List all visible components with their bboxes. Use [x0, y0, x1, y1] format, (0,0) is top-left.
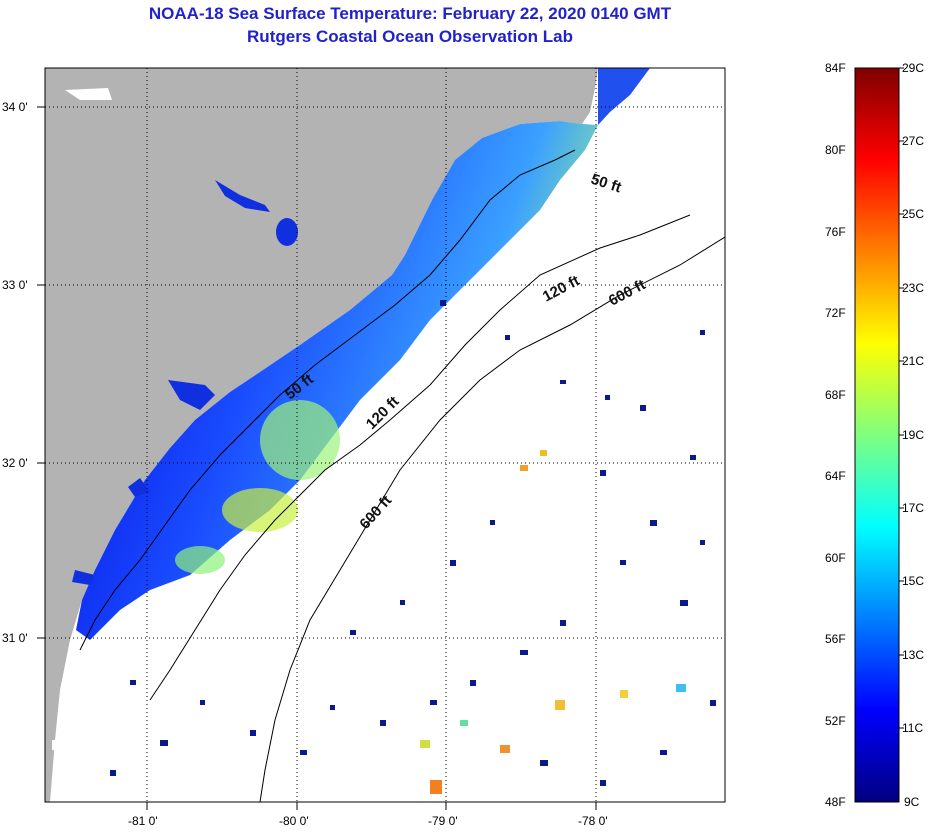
colorbar-f-label: 48F	[825, 795, 846, 809]
lat-label-33: 33 0'	[2, 278, 28, 292]
chart-title: NOAA-18 Sea Surface Temperature: Februar…	[148, 4, 672, 23]
colorbar-f-label: 68F	[825, 388, 846, 402]
colorbar-f-label: 80F	[825, 143, 846, 157]
colorbar-f-label: 76F	[825, 225, 846, 239]
lon-label-78: -78 0'	[578, 814, 608, 828]
colorbar-c-label: 9C	[904, 795, 920, 809]
colorbar-c-label: 27C	[902, 134, 924, 148]
colorbar-c-label: 23C	[902, 281, 924, 295]
colorbar-f-label: 52F	[825, 714, 846, 728]
colorbar-c-label: 17C	[902, 501, 924, 515]
colorbar-c-label: 29C	[902, 61, 924, 75]
colorbar-f-label: 72F	[825, 306, 846, 320]
colorbar-f-label: 84F	[825, 61, 846, 75]
nearshore-sst-band	[76, 121, 598, 640]
lat-label-32: 32 0'	[2, 456, 28, 470]
lat-label-31: 31 0'	[2, 631, 28, 645]
colorbar-c-label: 13C	[902, 648, 924, 662]
contour-600ft	[259, 236, 725, 802]
colorbar-f-label: 64F	[825, 469, 846, 483]
lon-label-80: -80 0'	[279, 814, 309, 828]
land-area	[45, 68, 598, 802]
colorbar-f-label: 60F	[825, 551, 846, 565]
lon-label-79: -79 0'	[428, 814, 458, 828]
chart-subtitle: Rutgers Coastal Ocean Observation Lab	[247, 27, 573, 46]
colorbar	[854, 67, 900, 803]
contour-120ft	[149, 214, 691, 701]
lat-label-34: 34 0'	[2, 100, 28, 114]
colorbar-f-label: 56F	[825, 632, 846, 646]
colorbar-c-label: 19C	[902, 428, 924, 442]
map-frame	[44, 67, 726, 803]
colorbar-c-label: 25C	[902, 207, 924, 221]
colorbar-c-label: 15C	[902, 574, 924, 588]
colorbar-c-label: 11C	[902, 721, 923, 735]
colorbar-c-label: 21C	[902, 354, 924, 368]
lon-label-81: -81 0'	[128, 814, 158, 828]
